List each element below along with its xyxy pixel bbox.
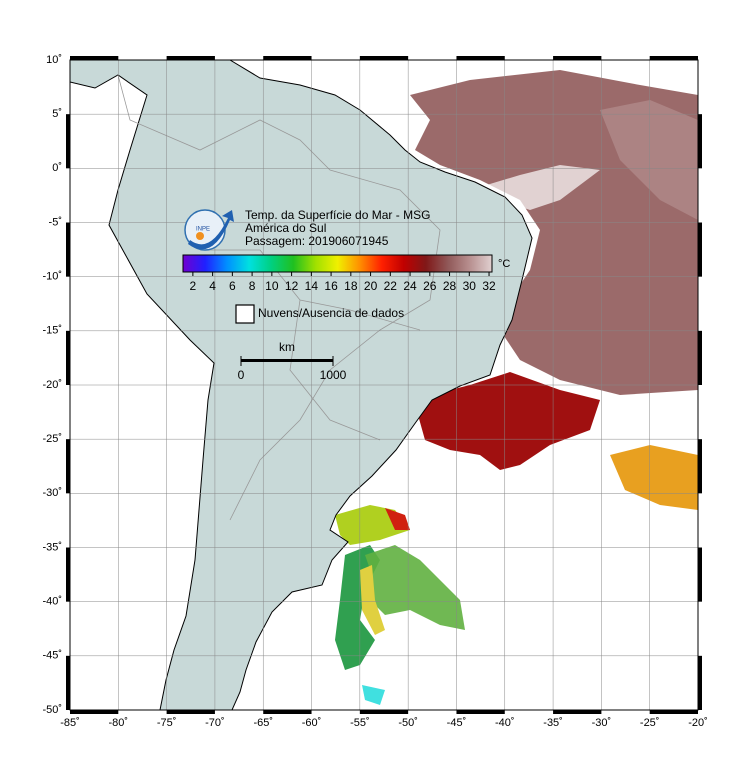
y-tick-label: 10˚	[46, 54, 62, 66]
y-tick-label: -5˚	[49, 216, 62, 228]
y-tick-label: -30˚	[42, 487, 62, 499]
frame-tick	[66, 655, 70, 710]
legend-label: Nuvens/Ausencia de dados	[258, 306, 404, 320]
colorbar-ramp	[182, 254, 493, 273]
colorbar-tick-label: 22	[384, 279, 398, 293]
frame-tick	[698, 655, 702, 710]
frame-ticks	[66, 56, 702, 714]
frame-tick	[359, 710, 409, 714]
map-area	[70, 60, 698, 710]
sst-patch	[418, 372, 600, 470]
y-tick-label: -45˚	[42, 650, 62, 662]
frame-tick	[66, 439, 70, 494]
colorbar-unit: °C	[498, 258, 510, 270]
colorbar: °C 2 4 6 8 10 12 14 16 18 20 22 24 26 28 30 32	[182, 254, 510, 293]
y-tick-label: -15˚	[42, 325, 62, 337]
scale-tick-label: 0	[238, 368, 245, 382]
frame-tick	[698, 114, 702, 169]
x-tick-label: -45˚	[447, 717, 467, 729]
x-tick-label: -30˚	[592, 717, 612, 729]
sst-patch	[365, 545, 465, 630]
colorbar-tick-label: 8	[249, 279, 256, 293]
y-tick-label: -50˚	[42, 704, 62, 716]
frame-tick	[166, 56, 215, 60]
x-tick-label: -50˚	[398, 717, 418, 729]
x-tick-label: -80˚	[109, 717, 129, 729]
logo-sun	[196, 232, 204, 240]
x-tick-label: -60˚	[302, 717, 322, 729]
colorbar-tick-label: 20	[364, 279, 378, 293]
sst-patch	[360, 565, 385, 635]
x-tick-label: -70˚	[205, 717, 225, 729]
frame-tick	[66, 222, 70, 277]
colorbar-tick-label: 10	[265, 279, 279, 293]
x-tick-label: -20˚	[688, 717, 708, 729]
colorbar-tick-label: 18	[344, 279, 358, 293]
subtitle: América do Sul	[245, 221, 326, 235]
x-tick-label: -25˚	[640, 717, 660, 729]
x-tick-label: -55˚	[350, 717, 370, 729]
sst-patch	[600, 100, 698, 220]
colorbar-tick-label: 32	[482, 279, 496, 293]
title: Temp. da Superfície do Mar - MSG	[245, 208, 430, 222]
frame-tick	[70, 56, 119, 60]
frame-tick	[649, 710, 698, 714]
colorbar-tick-label: 24	[403, 279, 417, 293]
frame-tick	[359, 56, 409, 60]
colorbar-tick-label: 2	[190, 279, 197, 293]
y-tick-label: -25˚	[42, 433, 62, 445]
frame-tick	[66, 330, 70, 385]
frame-tick	[166, 710, 215, 714]
sst-patch	[610, 445, 698, 510]
frame-tick	[698, 330, 702, 385]
x-tick-label: -40˚	[495, 717, 515, 729]
frame-tick	[553, 710, 602, 714]
colorbar-tick-label: 4	[209, 279, 216, 293]
y-tick-label: -35˚	[42, 541, 62, 553]
frame-tick	[456, 56, 505, 60]
grid	[70, 60, 698, 710]
axis-labels: -85˚ -80˚ -75˚ -70˚ -65˚ -60˚ -55˚ -50˚ -45˚ -40˚…	[42, 54, 707, 729]
logo: INPE	[184, 209, 234, 251]
colorbar-tick-label: 16	[324, 279, 338, 293]
frame-tick	[698, 439, 702, 494]
pass-time: Passagem: 201906071945	[245, 234, 389, 248]
x-tick-label: -35˚	[543, 717, 563, 729]
frame-tick	[649, 56, 698, 60]
frame-tick	[70, 710, 119, 714]
colorbar-tick-label: 12	[285, 279, 299, 293]
colorbar-tick-label: 26	[423, 279, 437, 293]
x-tick-label: -75˚	[157, 717, 177, 729]
frame-tick	[263, 710, 312, 714]
frame-tick	[553, 56, 602, 60]
logo-arrow	[188, 210, 234, 250]
frame-tick	[66, 547, 70, 602]
x-tick-label: -85˚	[60, 717, 80, 729]
frame-tick	[698, 547, 702, 602]
y-tick-label: 0˚	[52, 162, 62, 174]
scale-bar: km 0 1000	[238, 340, 347, 382]
scale-tick-label: 1000	[320, 368, 347, 382]
colorbar-tick-label: 28	[443, 279, 457, 293]
sst-patch	[385, 508, 410, 530]
colorbar-tick-label: 14	[305, 279, 319, 293]
sst-patch	[362, 685, 385, 705]
legend-swatch	[235, 304, 255, 324]
frame-tick	[66, 114, 70, 169]
y-tick-label: 5˚	[52, 108, 62, 120]
colorbar-tick-label: 30	[463, 279, 477, 293]
frame-tick	[263, 56, 312, 60]
scale-unit: km	[279, 340, 295, 354]
frame-tick	[456, 710, 505, 714]
scale-bar-line	[241, 359, 333, 362]
y-tick-label: -10˚	[42, 271, 62, 283]
x-tick-label: -65˚	[253, 717, 273, 729]
borders	[117, 74, 441, 521]
y-tick-label: -40˚	[42, 596, 62, 608]
y-tick-label: -20˚	[42, 379, 62, 391]
colorbar-tick-label: 6	[229, 279, 236, 293]
logo-text: INPE	[196, 227, 210, 233]
frame-tick	[698, 222, 702, 277]
